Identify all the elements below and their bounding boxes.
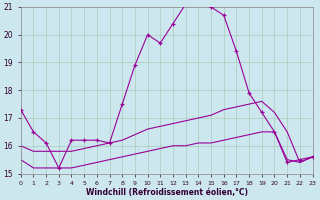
X-axis label: Windchill (Refroidissement éolien,°C): Windchill (Refroidissement éolien,°C): [86, 188, 248, 197]
